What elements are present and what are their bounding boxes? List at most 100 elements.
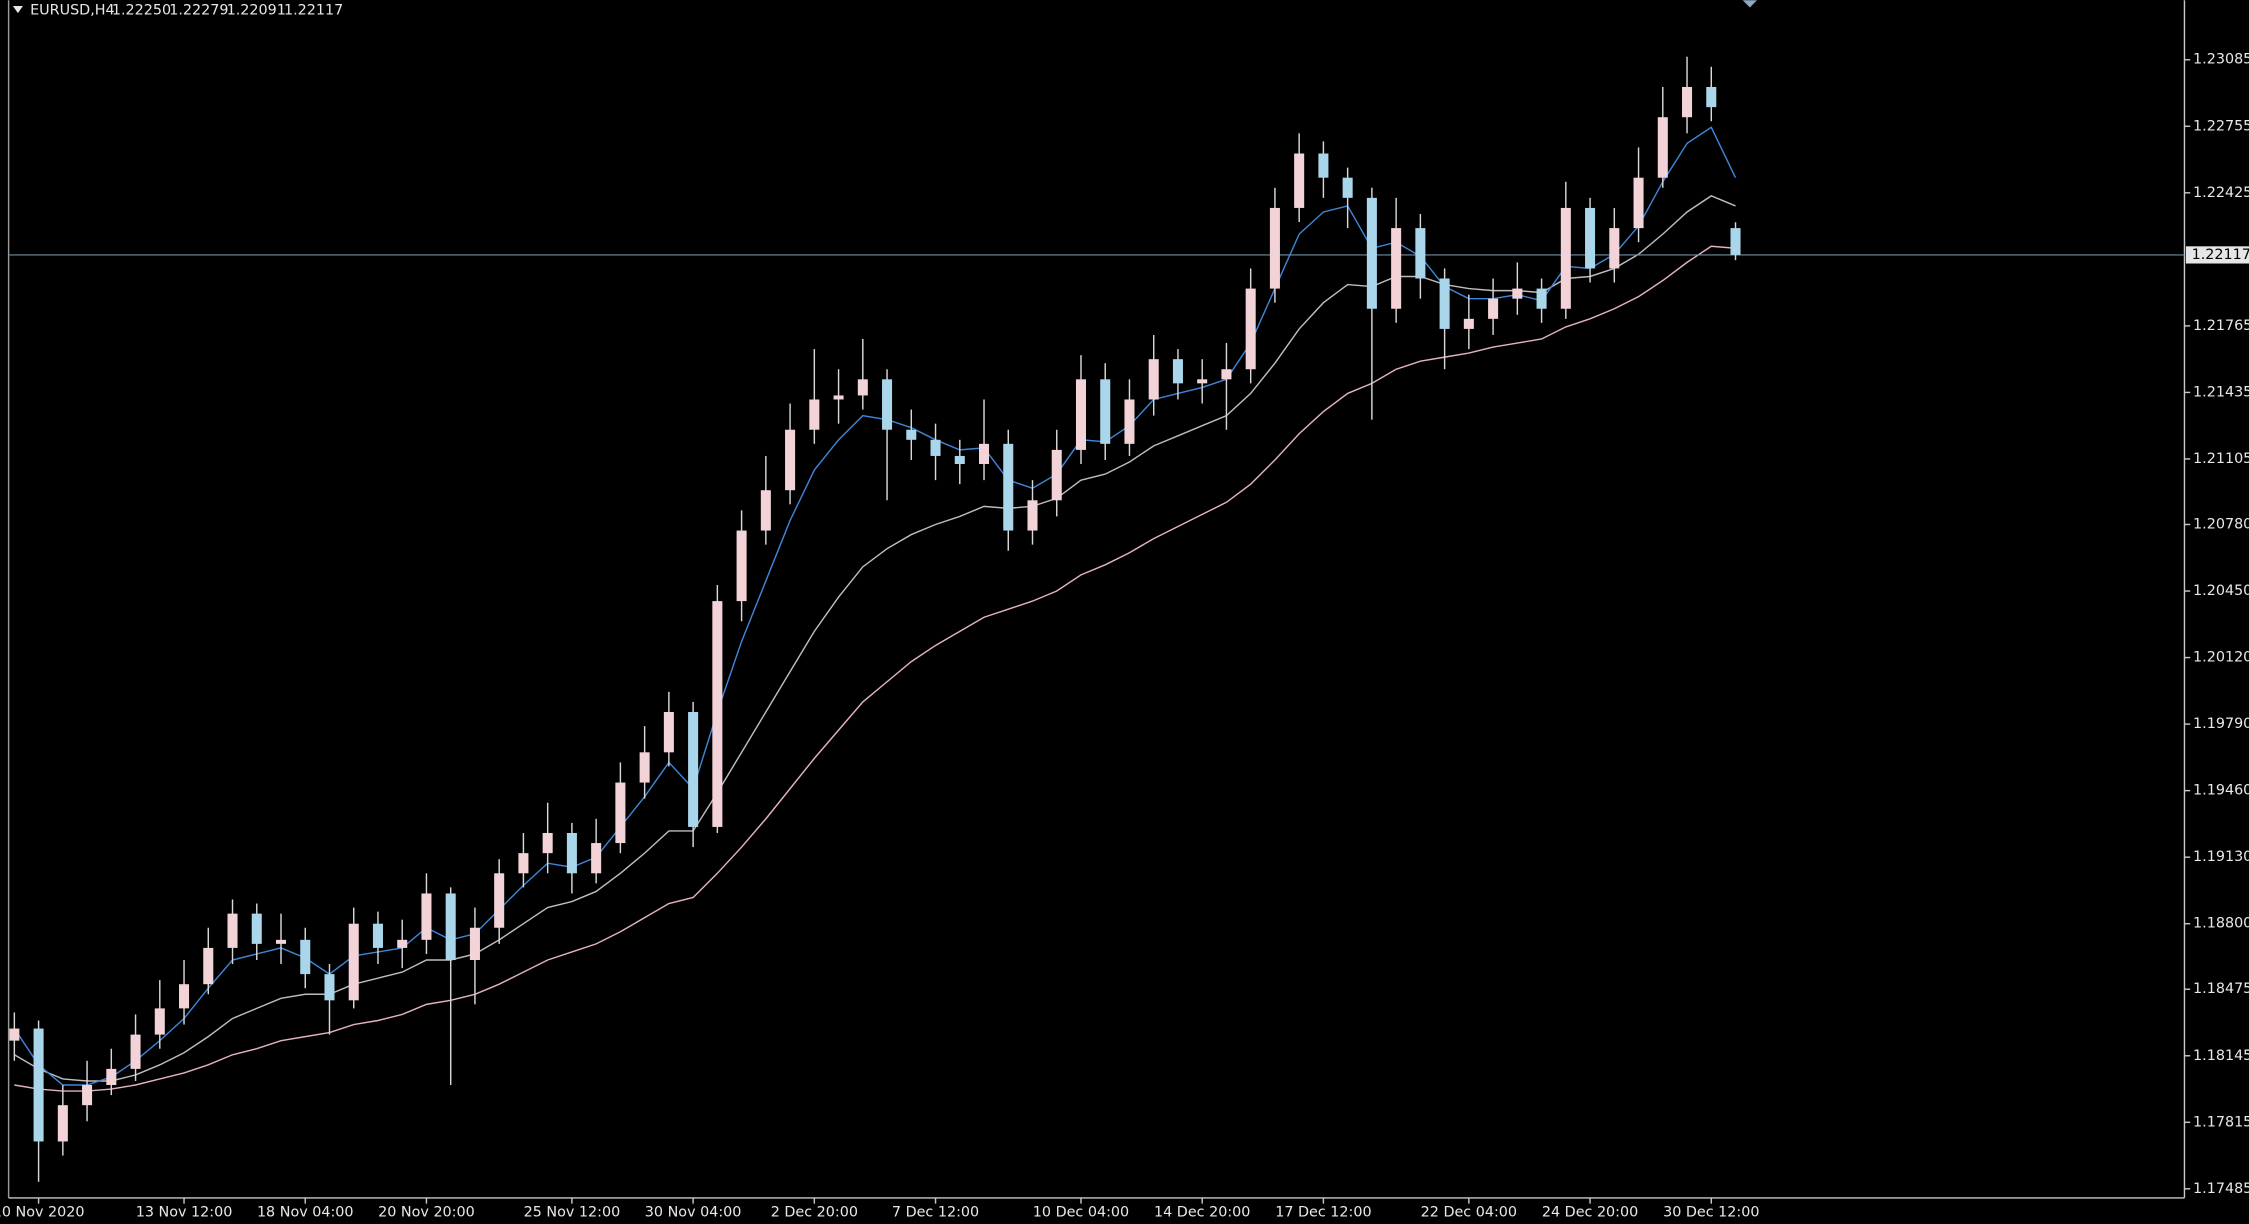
header-value: 1.22117: [284, 2, 343, 18]
candle-body: [1463, 318, 1474, 329]
x-tick-label: 30 Nov 04:00: [645, 1204, 742, 1220]
candle-body: [736, 530, 747, 602]
candle-body: [130, 1034, 141, 1069]
x-tick-label: 7 Dec 12:00: [892, 1204, 979, 1220]
candle-body: [1682, 86, 1693, 118]
menu-triangle[interactable]: [12, 6, 23, 14]
candle-body: [712, 601, 723, 827]
y-tick-label: 1.21435: [2193, 384, 2249, 400]
candle-body: [1197, 379, 1208, 384]
candle-body: [275, 939, 287, 944]
candle-body: [154, 1008, 165, 1035]
x-tick-label: 24 Dec 20:00: [1542, 1204, 1638, 1220]
candle-body: [33, 1028, 44, 1142]
candle-body: [372, 923, 383, 948]
y-tick-label: 1.17815: [2193, 1114, 2249, 1130]
candle-body: [978, 443, 990, 465]
candle-body: [663, 712, 674, 753]
header-value: 1.22279: [169, 2, 228, 18]
x-tick-label: 25 Nov 12:00: [524, 1204, 621, 1220]
current-price-box: [2185, 246, 2249, 264]
candle-body: [1633, 177, 1644, 229]
candle-body: [1124, 399, 1135, 444]
y-tick-label: 1.21105: [2193, 451, 2249, 467]
x-tick-label: 2 Dec 20:00: [771, 1204, 858, 1220]
candle-body: [566, 832, 577, 874]
x-tick-label: 14 Dec 20:00: [1154, 1204, 1250, 1220]
candle-body: [1269, 207, 1280, 289]
candle-body: [1051, 449, 1062, 501]
candle-body: [1512, 288, 1523, 299]
candle-body: [542, 832, 553, 854]
candle-body: [1706, 86, 1717, 108]
candle-body: [82, 1085, 93, 1106]
candle-body: [1075, 379, 1087, 450]
x-tick-label: 13 Nov 12:00: [136, 1204, 233, 1220]
current-price-label: 1.22117: [2192, 247, 2249, 263]
candle-body: [639, 752, 650, 783]
y-tick-label: 1.22755: [2193, 118, 2249, 134]
header-value: 1.22091: [227, 2, 286, 18]
scroll-marker: [1742, 0, 1758, 8]
y-tick-label: 1.20450: [2193, 583, 2249, 599]
x-tick-label: 22 Dec 04:00: [1421, 1204, 1517, 1220]
y-tick-label: 1.23085: [2193, 52, 2249, 68]
x-tick-label: 30 Dec 12:00: [1663, 1204, 1759, 1220]
candle-body: [1342, 177, 1353, 198]
candle-body: [9, 1028, 20, 1041]
candle-body: [954, 455, 965, 465]
y-tick-label: 1.18475: [2193, 981, 2249, 997]
y-tick-label: 1.19790: [2193, 716, 2249, 732]
candle-body: [300, 939, 311, 975]
candle-body: [591, 843, 602, 874]
candle-body: [1391, 228, 1402, 309]
candle-body: [1027, 500, 1038, 531]
y-tick-label: 1.20780: [2193, 516, 2249, 532]
candle-body: [203, 947, 214, 985]
y-tick-label: 1.17485: [2193, 1181, 2249, 1197]
candle-body: [1730, 228, 1741, 255]
x-tick-label: 20 Nov 20:00: [378, 1204, 475, 1220]
candle-body: [227, 913, 238, 948]
candle-body: [1415, 228, 1426, 279]
candle-body: [857, 379, 868, 396]
candle-body: [930, 439, 941, 456]
candle-body: [1003, 443, 1014, 531]
candle-body: [1585, 207, 1596, 269]
candle-body: [1609, 228, 1620, 269]
candle-body: [57, 1105, 68, 1142]
candle-body: [494, 873, 505, 928]
candle-body: [760, 490, 771, 531]
candle-body: [688, 712, 699, 827]
candle-body: [1657, 117, 1668, 178]
y-tick-label: 1.21765: [2193, 318, 2249, 334]
candle-body: [106, 1068, 117, 1086]
candle-body: [1366, 197, 1377, 309]
candle-body: [1221, 369, 1232, 380]
candle-body: [1439, 278, 1450, 329]
candle-body: [1488, 298, 1499, 319]
chart-symbol: EURUSD,H4: [30, 2, 115, 18]
x-tick-label: 18 Nov 04:00: [257, 1204, 354, 1220]
candle-body: [882, 379, 893, 430]
candle-body: [785, 429, 796, 491]
plot: 1.17485 1.17815 1.18145 1.18475 1.18800 1.191…: [0, 52, 2249, 1220]
candle-body: [1294, 153, 1305, 208]
y-tick-label: 1.20120: [2193, 650, 2249, 666]
candle-body: [1100, 379, 1111, 444]
y-tick-label: 1.19460: [2193, 783, 2249, 799]
candle-body: [615, 782, 626, 844]
candle-body: [1172, 359, 1183, 384]
header-value: 1.22250: [112, 2, 171, 18]
candle-body: [1560, 207, 1571, 309]
candle-body: [809, 399, 820, 430]
candle-body: [518, 853, 529, 874]
moving-average-line: [14, 245, 1736, 1092]
candle-body: [906, 429, 917, 440]
candle-body: [251, 913, 262, 944]
x-tick-label: 10 Dec 04:00: [1033, 1204, 1129, 1220]
y-tick-label: 1.18800: [2193, 916, 2249, 932]
y-tick-label: 1.18145: [2193, 1048, 2249, 1064]
